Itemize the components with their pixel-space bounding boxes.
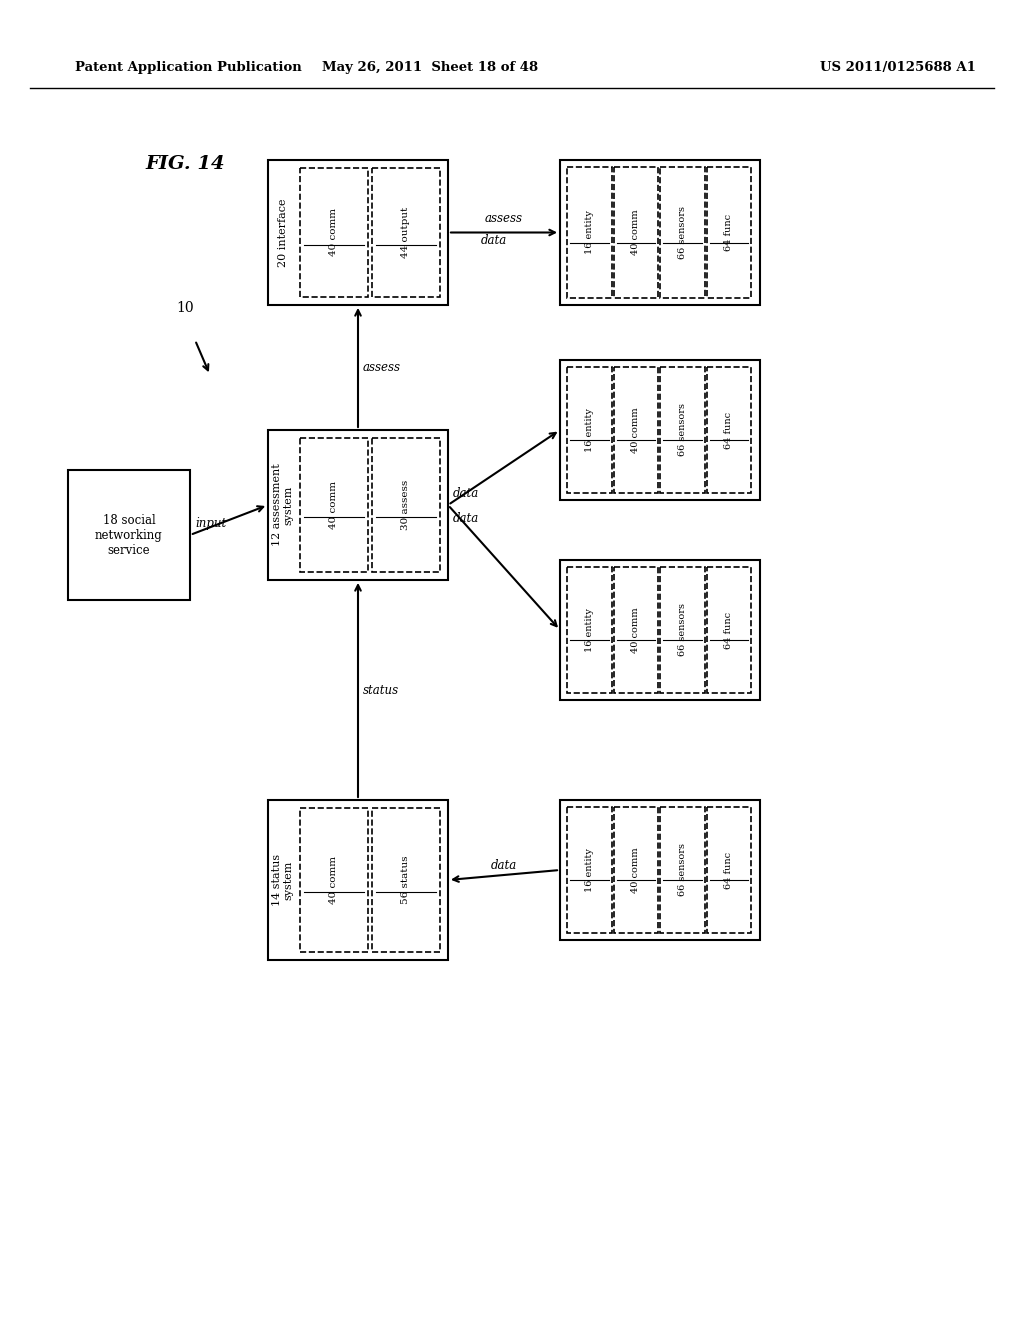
Text: 66 sensors: 66 sensors [678,603,687,656]
Bar [567,168,611,298]
Text: 40 comm: 40 comm [330,855,339,904]
Text: 20 interface: 20 interface [278,198,288,267]
Text: FIG. 14: FIG. 14 [145,154,224,173]
Text: 64 func: 64 func [724,214,733,251]
Bar [613,568,658,693]
Bar [300,808,368,952]
Bar [560,360,760,500]
Bar [567,568,611,693]
Text: 44 output: 44 output [401,207,411,259]
Text: 18 social
networking
service: 18 social networking service [95,513,163,557]
Text: input: input [195,517,226,531]
Bar [560,560,760,700]
Bar [300,168,368,297]
Text: 64 func: 64 func [724,851,733,888]
Bar [372,168,440,297]
Text: 66 sensors: 66 sensors [678,206,687,259]
Bar [613,807,658,933]
Bar [372,438,440,572]
Text: 40 comm: 40 comm [631,210,640,255]
Bar [372,808,440,952]
Text: 40 comm: 40 comm [631,607,640,653]
Text: 56 status: 56 status [401,855,411,904]
Bar [707,807,751,933]
Bar [660,367,705,492]
Text: 66 sensors: 66 sensors [678,843,687,896]
Bar [613,367,658,492]
Text: 40 comm: 40 comm [631,847,640,892]
Text: US 2011/0125688 A1: US 2011/0125688 A1 [820,62,976,74]
Text: 12 assessment
system: 12 assessment system [272,463,294,546]
Bar [268,800,449,960]
Text: 66 sensors: 66 sensors [678,404,687,457]
Text: data: data [481,235,507,248]
Text: data: data [453,487,479,500]
Text: 40 comm: 40 comm [631,407,640,453]
Bar [707,568,751,693]
Bar [707,367,751,492]
Text: status: status [362,684,399,697]
Text: 30 assess: 30 assess [401,480,411,531]
Text: assess: assess [362,360,401,374]
Text: May 26, 2011  Sheet 18 of 48: May 26, 2011 Sheet 18 of 48 [322,62,538,74]
Text: 40 comm: 40 comm [330,209,339,256]
Text: data: data [490,859,517,873]
Text: 16 entity: 16 entity [585,408,594,451]
Text: 16 entity: 16 entity [585,211,594,255]
Text: 10: 10 [176,301,194,315]
Text: 16 entity: 16 entity [585,609,594,652]
Bar [660,168,705,298]
Text: 14 status
system: 14 status system [272,854,294,906]
Text: assess: assess [485,211,523,224]
Bar [613,168,658,298]
Text: 16 entity: 16 entity [585,847,594,892]
Bar [567,807,611,933]
Bar [560,800,760,940]
Text: 64 func: 64 func [724,611,733,648]
Bar [660,568,705,693]
Text: 40 comm: 40 comm [330,480,339,529]
Bar [707,168,751,298]
Bar [268,160,449,305]
Bar [660,807,705,933]
Bar [68,470,190,601]
Text: 64 func: 64 func [724,412,733,449]
Bar [268,430,449,579]
Text: data: data [453,512,479,525]
Bar [567,367,611,492]
Text: Patent Application Publication: Patent Application Publication [75,62,302,74]
Bar [300,438,368,572]
Bar [560,160,760,305]
